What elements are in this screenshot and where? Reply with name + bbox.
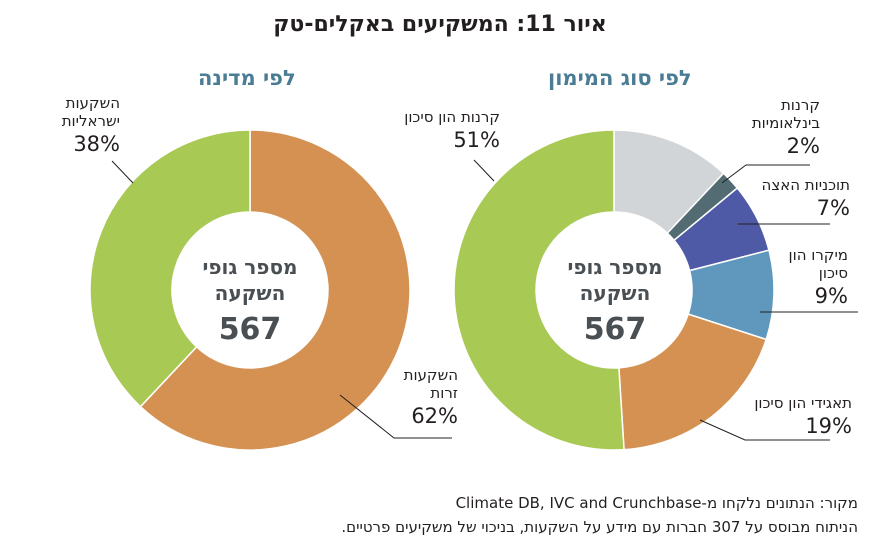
right-center-line2: השקעה [579,281,651,305]
donut-1-slice-4 [618,313,768,451]
donut-0-slice-1 [89,129,251,408]
label-vc-funds-line1: קרנות הון סיכון [404,108,500,126]
leader-line-0 [111,160,134,184]
label-vc-funds: קרנות הון סיכון 51% [380,108,500,152]
leader-line-1 [339,394,452,439]
left-center-value: 567 [218,312,282,347]
left-center-label: מספר גופי השקעה 567 [170,254,330,350]
label-corporate-vc-pct: 19% [805,414,852,438]
label-foreign: השקעות זרות 62% [378,366,458,428]
label-accelerators-line1: תוכניות האצה [761,176,850,194]
label-intl-funds-line1: קרנות [780,96,820,114]
label-micro-vc: מיקרו הון סיכון 9% [760,246,848,308]
label-intl-funds: קרנות בינלאומיות 2% [720,96,820,158]
right-center-line1: מספר גופי [567,255,663,279]
left-chart-subtitle: לפי מדינה [198,66,296,90]
left-center-line1: מספר גופי [202,255,298,279]
leader-line-6 [699,419,830,441]
label-foreign-line2: זרות [430,384,458,402]
right-center-value: 567 [583,312,647,347]
source-line-2: הניתוח מבוסס על 307 חברות עם מידע על השק… [341,518,858,536]
source-line-1: מקור: הנתונים נלקחו מ-Climate DB, IVC an… [455,494,858,512]
label-israeli: השקעות ישראליות 38% [30,94,120,156]
label-corporate-vc-line1: תאגידי הון סיכון [754,394,852,412]
label-accelerators: תוכניות האצה 7% [720,176,850,220]
label-israeli-line2: ישראליות [61,112,120,130]
leader-line-2 [473,159,495,182]
label-vc-funds-pct: 51% [453,128,500,152]
label-israeli-pct: 38% [73,132,120,156]
donut-0-slice-0 [139,129,411,451]
donut-1-slice-5 [453,129,625,451]
label-foreign-line1: השקעות [403,366,458,384]
label-intl-funds-line2: בינלאומיות [751,114,820,132]
label-foreign-pct: 62% [411,404,458,428]
label-intl-funds-pct: 2% [786,134,820,158]
label-micro-vc-pct: 9% [814,284,848,308]
label-israeli-line1: השקעות [65,94,120,112]
right-center-label: מספר גופי השקעה 567 [535,254,695,350]
label-corporate-vc: תאגידי הון סיכון 19% [722,394,852,438]
leader-line-3 [721,164,810,184]
left-center-line2: השקעה [214,281,286,305]
right-chart-subtitle: לפי סוג המימון [548,66,692,90]
label-micro-vc-line1: מיקרו הון [788,246,848,264]
chart-title: איור 11: המשקיעים באקלים-טק [273,12,607,37]
label-micro-vc-line2: סיכון [818,264,848,282]
label-accelerators-pct: 7% [816,196,850,220]
